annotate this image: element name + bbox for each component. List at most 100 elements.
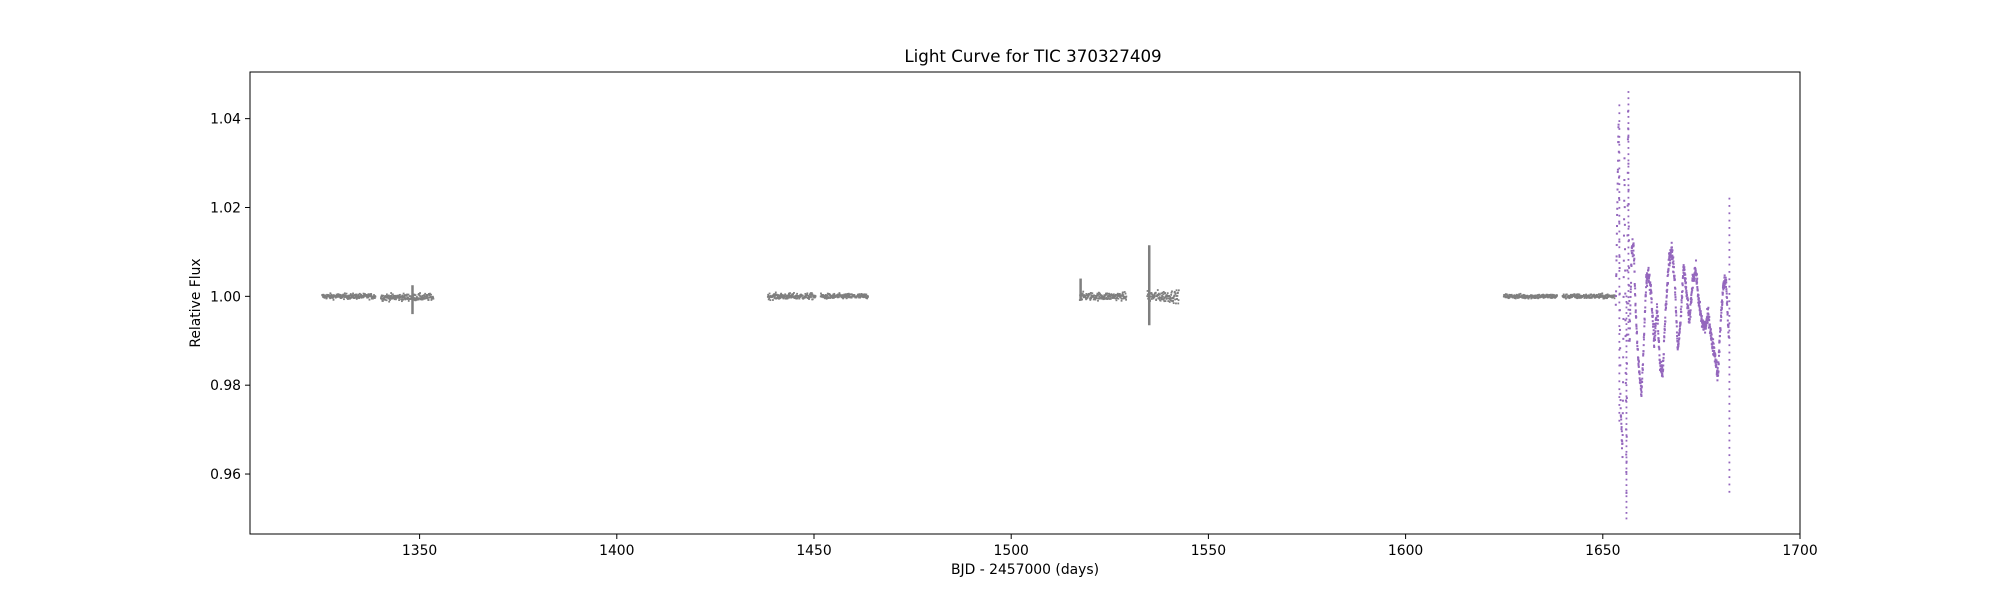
- data-point: [1093, 297, 1096, 300]
- data-point: [430, 297, 433, 300]
- data-point: [1659, 368, 1662, 371]
- data-point: [352, 292, 354, 295]
- data-point: [1524, 297, 1526, 300]
- data-point: [397, 295, 400, 298]
- flux-spike: [1728, 476, 1731, 479]
- data-point: [428, 294, 431, 297]
- data-point: [1708, 319, 1711, 322]
- data-point: [1643, 325, 1646, 328]
- data-point: [1616, 168, 1619, 171]
- data-point: [1090, 297, 1093, 300]
- data-point: [1686, 304, 1689, 307]
- data-point: [1510, 293, 1513, 296]
- data-point: [1615, 290, 1618, 293]
- flux-spike: [1625, 362, 1628, 364]
- data-point: [1617, 135, 1620, 138]
- data-point: [1654, 327, 1657, 330]
- data-point: [1555, 295, 1558, 298]
- data-point: [1684, 287, 1687, 290]
- flux-spike: [1625, 489, 1628, 492]
- data-point: [1724, 285, 1727, 288]
- data-point: [1671, 250, 1674, 253]
- data-point: [1161, 294, 1163, 297]
- data-point: [828, 293, 831, 295]
- data-point: [352, 294, 355, 297]
- data-point: [1155, 298, 1158, 301]
- data-point: [1716, 372, 1719, 375]
- data-point: [1619, 347, 1622, 350]
- data-point: [1669, 252, 1672, 255]
- x-tick-label: 1400: [599, 543, 634, 559]
- flux-spike: [1627, 97, 1630, 100]
- data-point: [1675, 320, 1678, 323]
- data-point: [1690, 298, 1693, 301]
- flux-spike: [1728, 336, 1731, 339]
- data-point: [1599, 293, 1602, 295]
- flux-spike: [1618, 175, 1621, 178]
- flux-spike: [1625, 389, 1628, 392]
- flux-spike: [1627, 190, 1630, 193]
- data-point: [1625, 491, 1628, 494]
- data-point: [1676, 348, 1679, 351]
- flux-spike: [1618, 309, 1621, 312]
- data-point: [1665, 303, 1668, 306]
- data-point: [323, 295, 326, 298]
- data-point: [1658, 354, 1661, 357]
- data-point: [1629, 312, 1632, 315]
- data-point: [1622, 337, 1625, 340]
- data-point: [417, 297, 419, 300]
- data-point: [1109, 293, 1111, 296]
- data-point: [1717, 370, 1720, 373]
- data-point: [1615, 244, 1618, 247]
- flux-spike: [1728, 366, 1731, 369]
- data-point: [1168, 301, 1171, 303]
- data-point: [1719, 329, 1722, 332]
- flux-spike: [1618, 285, 1621, 288]
- flux-spike: [1627, 171, 1630, 174]
- data-point: [1173, 294, 1176, 297]
- flux-spike: [1625, 473, 1628, 475]
- data-point: [1626, 234, 1629, 237]
- data-point: [1172, 297, 1175, 300]
- data-point: [1644, 306, 1647, 309]
- data-point: [1103, 295, 1106, 297]
- data-point: [383, 296, 386, 299]
- data-point: [1684, 277, 1687, 280]
- flux-spike: [1625, 373, 1628, 375]
- data-point: [1111, 294, 1114, 296]
- data-point: [1686, 307, 1689, 310]
- data-point: [1673, 274, 1676, 277]
- data-point: [768, 297, 771, 300]
- data-point: [1642, 363, 1645, 366]
- data-point: [1125, 298, 1127, 301]
- data-point: [1693, 279, 1696, 282]
- data-point: [1100, 297, 1103, 300]
- data-point: [1619, 364, 1622, 367]
- data-point: [1689, 303, 1692, 306]
- data-point: [373, 294, 375, 296]
- data-point: [808, 293, 811, 296]
- data-point: [1663, 331, 1666, 334]
- flux-spike: [1618, 325, 1621, 327]
- flux-spike: [1728, 490, 1731, 493]
- data-point: [1668, 262, 1671, 265]
- data-point: [1562, 293, 1565, 296]
- data-point: [401, 296, 404, 299]
- data-point: [1576, 297, 1579, 300]
- data-point: [1098, 295, 1101, 298]
- data-point: [1631, 238, 1634, 241]
- y-axis: 0.96 0.98 1.00 1.02 1.04: [210, 112, 250, 483]
- data-point: [1117, 297, 1120, 300]
- data-point: [1668, 257, 1671, 260]
- data-point: [1638, 370, 1641, 373]
- data-point: [1687, 311, 1690, 314]
- flux-spike: [1728, 410, 1731, 413]
- data-point: [1118, 293, 1121, 295]
- flux-spike: [1618, 356, 1621, 359]
- data-point: [1102, 295, 1104, 298]
- data-point: [767, 293, 770, 296]
- data-point: [1670, 250, 1673, 253]
- data-point: [867, 296, 869, 298]
- series-purple: [1614, 91, 1731, 520]
- data-point: [1635, 330, 1638, 333]
